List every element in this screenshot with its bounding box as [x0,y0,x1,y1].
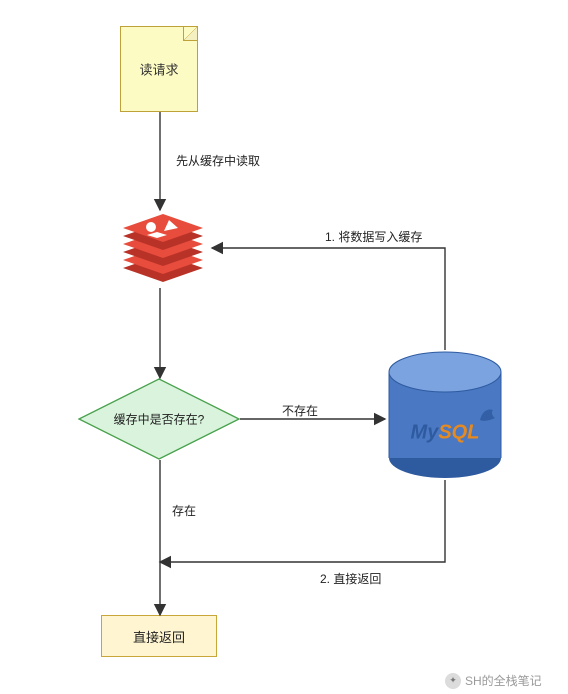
edge-label-e4: 存在 [172,502,196,519]
edge-label-e3: 不存在 [282,402,318,419]
node-label: 直接返回 [133,627,185,646]
watermark: ✦ SH的全栈笔记 [445,672,542,689]
node-label: 读请求 [139,60,178,79]
edges-layer [0,0,568,694]
wechat-icon: ✦ [445,673,461,689]
node-read-request: 读请求 [120,26,198,112]
node-label: 缓存中是否存在? [114,411,205,428]
watermark-text: SH的全栈笔记 [465,672,542,689]
mysql-icon: MySQL [385,350,505,480]
node-cache-exists: 缓存中是否存在? [78,378,240,460]
node-direct-return: 直接返回 [101,615,217,657]
edge-label-e6: 2. 直接返回 [320,570,381,587]
note-fold-icon [183,27,197,41]
edge-label-e5: 1. 将数据写入缓存 [325,228,422,245]
mysql-dolphin-icon [477,402,499,429]
mysql-brand: MySQL [411,422,480,445]
edge-label-e1: 先从缓存中读取 [176,152,260,169]
redis-icon [115,210,211,288]
